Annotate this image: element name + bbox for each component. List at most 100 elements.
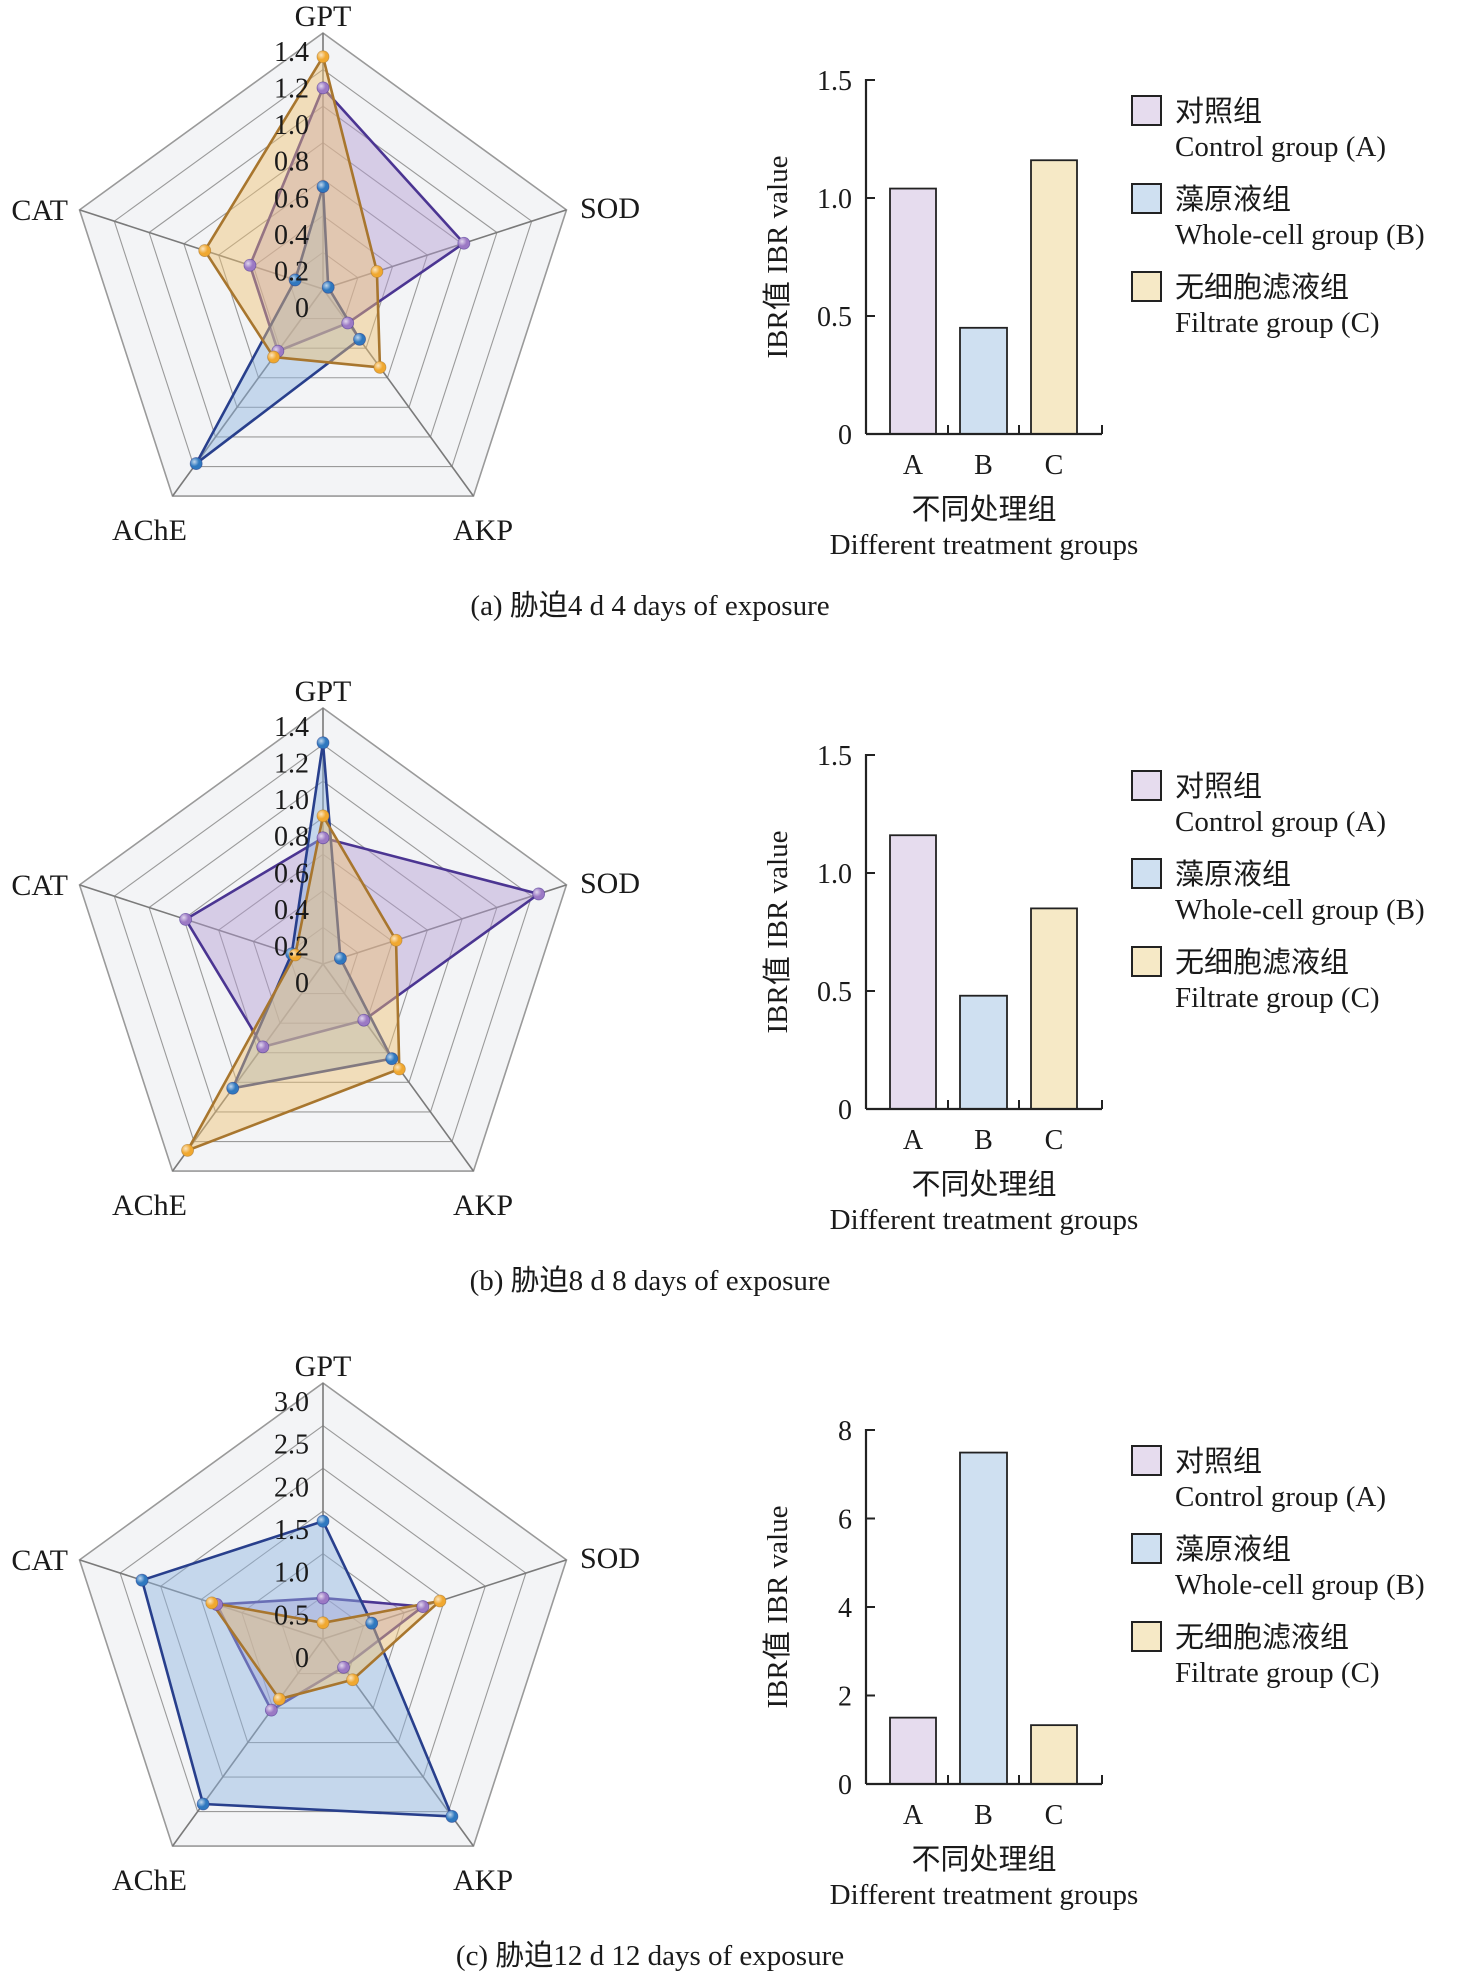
radar-axis-label-gpt: GPT xyxy=(295,0,352,33)
radar-series-B xyxy=(140,1519,454,1818)
radar-axis-label-akp: AKP xyxy=(453,1189,513,1222)
bar-B xyxy=(959,326,1008,435)
panel-caption: (c) 胁迫12 d 12 days of exposure xyxy=(456,1939,844,1972)
x-tick-label: C xyxy=(1045,1800,1064,1831)
bar-A xyxy=(889,187,937,435)
radar-spoke-ache xyxy=(171,1638,324,1847)
legend-label-en: Control group (A) xyxy=(1175,1481,1386,1513)
radar-point-gloss xyxy=(181,1144,194,1157)
bar-B xyxy=(959,1451,1008,1785)
y-tick-label: 1.0 xyxy=(817,859,852,890)
radar-point-gloss xyxy=(390,934,403,947)
radar-point-gloss xyxy=(198,244,211,257)
x-tick-label: A xyxy=(903,1125,924,1156)
radar-ring xyxy=(119,1424,527,1813)
radar-point-gloss xyxy=(179,913,192,926)
radar-ring xyxy=(148,105,498,438)
x-axis-title-cn: 不同处理组 xyxy=(911,1843,1056,1876)
radar-point-gloss xyxy=(393,1063,406,1076)
y-tick-label: 0 xyxy=(838,1095,852,1126)
radar-axis-label-gpt: GPT xyxy=(295,675,352,708)
radar-axis-label-cat: CAT xyxy=(11,1544,68,1577)
x-axis-title-en: Different treatment groups xyxy=(830,1204,1139,1236)
x-tick-label: B xyxy=(974,1800,993,1831)
radar-axis-label-ache: AChE xyxy=(112,1864,187,1897)
radar-ring xyxy=(281,1595,365,1675)
radar-point-gloss xyxy=(267,351,280,364)
radar-axis-label-sod: SOD xyxy=(580,867,640,900)
radar-tick-label: 0.8 xyxy=(274,822,309,853)
radar-point-gloss xyxy=(289,273,302,286)
radar-axis-label-sod: SOD xyxy=(580,1542,640,1575)
radar-tick-label: 2.5 xyxy=(274,1430,309,1461)
radar-point-gloss xyxy=(256,1040,269,1053)
radar-ring xyxy=(252,215,394,349)
radar-tick-label: 0 xyxy=(295,293,309,324)
legend-label-cn: 藻原液组 xyxy=(1175,1533,1291,1566)
y-tick-label: 1.5 xyxy=(817,741,852,772)
panel-b: 00.20.40.60.81.01.21.4GPTSODAKPAChECAT00… xyxy=(11,675,1424,1297)
radar-point-gloss xyxy=(337,1661,350,1674)
legend-swatch-A xyxy=(1131,95,1162,126)
radar-tick-label: 0.8 xyxy=(274,147,309,178)
radar-ring xyxy=(78,1382,568,1847)
radar-chart: 0 0.2 0.4 0.6 0.8 1.0 1.2 1.4 GPT SOD AKP AChE CAT xyxy=(11,675,640,1222)
radar-tick-label: 1.0 xyxy=(274,110,309,141)
radar-point-gloss xyxy=(317,809,329,822)
panel-caption: (b) 胁迫8 d 8 days of exposure xyxy=(470,1264,831,1297)
radar-point-gloss xyxy=(357,1014,370,1027)
x-axis-title-cn: 不同处理组 xyxy=(911,1168,1056,1201)
radar-point-gloss xyxy=(226,1082,239,1095)
legend-label-cn: 对照组 xyxy=(1175,770,1262,803)
radar-point-gloss xyxy=(197,1797,210,1810)
legend-swatch-C xyxy=(1131,271,1162,302)
radar-point-gloss xyxy=(457,237,470,250)
x-tick-label: A xyxy=(903,450,924,481)
bar-A xyxy=(889,834,937,1110)
legend-swatch-A xyxy=(1131,770,1162,801)
bar-chart: 0 0.5 1.0 1.5 A B C IBR值 IBR value 不同处理组Differen… xyxy=(761,741,1138,1236)
radar-point-gloss xyxy=(353,333,366,346)
radar-point-gloss xyxy=(317,1515,329,1528)
radar-spoke-sod xyxy=(322,884,567,965)
legend-label-en: Filtrate group (C) xyxy=(1175,1657,1380,1689)
radar-point-gloss xyxy=(365,1617,378,1630)
bar-A xyxy=(889,1716,937,1785)
radar-point-gloss xyxy=(322,281,335,294)
y-tick-label: 0 xyxy=(838,1770,852,1801)
radar-point-gloss xyxy=(205,1596,218,1609)
radar-tick-label: 0.4 xyxy=(274,895,309,926)
radar-point-gloss xyxy=(317,1616,329,1629)
x-tick-label: A xyxy=(903,1800,924,1831)
x-tick-label: C xyxy=(1045,450,1064,481)
bar-C xyxy=(1030,159,1078,435)
radar-axis-label-cat: CAT xyxy=(11,869,68,902)
radar-point-gloss xyxy=(433,1595,446,1608)
radar-point-gloss xyxy=(346,1673,359,1686)
radar-tick-label: 0 xyxy=(295,1643,309,1674)
legend-label-cn: 藻原液组 xyxy=(1175,183,1291,216)
x-axis-title-en: Different treatment groups xyxy=(830,529,1139,561)
radar-series-B xyxy=(194,185,361,465)
radar-tick-label: 1.2 xyxy=(274,749,309,780)
radar-axis-label-gpt: GPT xyxy=(295,1350,352,1383)
radar-chart: 0 0.5 1.0 1.5 2.0 2.5 3.0 GPT SOD AKP AChE CAT xyxy=(11,1350,640,1897)
radar-spoke-cat xyxy=(79,884,324,965)
y-tick-label: 2 xyxy=(838,1682,852,1713)
y-tick-label: 1.5 xyxy=(817,66,852,97)
radar-tick-label: 2.0 xyxy=(274,1472,309,1503)
radar-ring xyxy=(78,707,568,1172)
bar-C xyxy=(1030,907,1078,1110)
radar-series-C xyxy=(186,814,401,1152)
legend-label-cn: 对照组 xyxy=(1175,95,1262,128)
radar-ring xyxy=(200,1510,446,1744)
radar-ring xyxy=(113,68,533,468)
